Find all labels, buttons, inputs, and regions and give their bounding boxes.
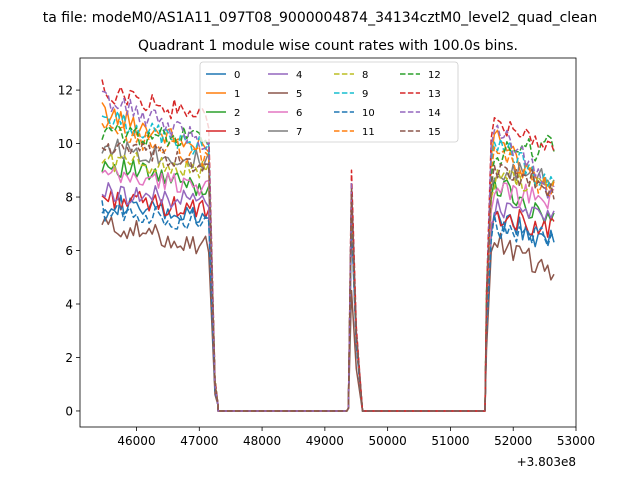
x-tick-label: 53000 [557,434,595,448]
legend-box [199,61,459,143]
legend-label-5: 5 [296,89,302,100]
legend-label-14: 14 [428,108,441,119]
legend-label-6: 6 [296,108,302,119]
legend-label-15: 15 [428,127,441,138]
legend-label-7: 7 [296,127,302,138]
series-line-11 [101,122,555,412]
x-axis: 46000 47000 48000 49000 50000 51000 52000 53000 [117,427,595,448]
y-tick-label: 4 [65,298,73,312]
legend-label-2: 2 [234,108,240,119]
series-line-14 [101,90,555,412]
figure-suptitle: ta file: modeM0/AS1A11_097T08_9000004874… [43,10,597,26]
series-line-8 [101,151,555,412]
series-layer [101,79,555,412]
legend-label-10: 10 [362,108,375,119]
legend-label-13: 13 [428,89,441,100]
legend-label-8: 8 [362,70,368,81]
plot-area [79,57,577,428]
legend-label-11: 11 [362,127,375,138]
series-line-10 [101,200,555,412]
series-line-5 [101,216,555,412]
legend-label-1: 1 [234,89,240,100]
series-line-12 [101,123,555,412]
series-line-7 [101,138,555,412]
y-tick-label: 6 [65,244,73,258]
x-tick-label: 49000 [306,434,344,448]
x-axis-offset-label: +3.803e8 [517,455,576,469]
series-line-15 [101,141,555,412]
y-tick-label: 0 [65,404,73,418]
series-line-6 [101,165,555,412]
series-line-1 [101,102,555,412]
x-tick-label: 50000 [369,434,407,448]
x-tick-label: 51000 [431,434,469,448]
y-tick-label: 12 [58,84,73,98]
y-axis: 0 2 4 6 8 10 12 [58,84,80,418]
x-tick-label: 47000 [180,434,218,448]
legend-label-0: 0 [234,70,240,81]
legend-label-4: 4 [296,70,302,81]
series-line-3 [101,188,555,412]
y-tick-label: 10 [58,137,73,151]
legend-label-9: 9 [362,89,368,100]
legend-label-3: 3 [234,127,240,138]
legend-label-12: 12 [428,70,441,81]
series-line-0 [101,194,555,412]
y-tick-label: 8 [65,191,73,205]
x-tick-label: 46000 [117,434,155,448]
x-tick-label: 52000 [494,434,532,448]
chart-title: Quadrant 1 module wise count rates with … [138,38,518,54]
y-tick-label: 2 [65,351,73,365]
x-tick-label: 48000 [243,434,281,448]
series-line-2 [101,158,555,412]
